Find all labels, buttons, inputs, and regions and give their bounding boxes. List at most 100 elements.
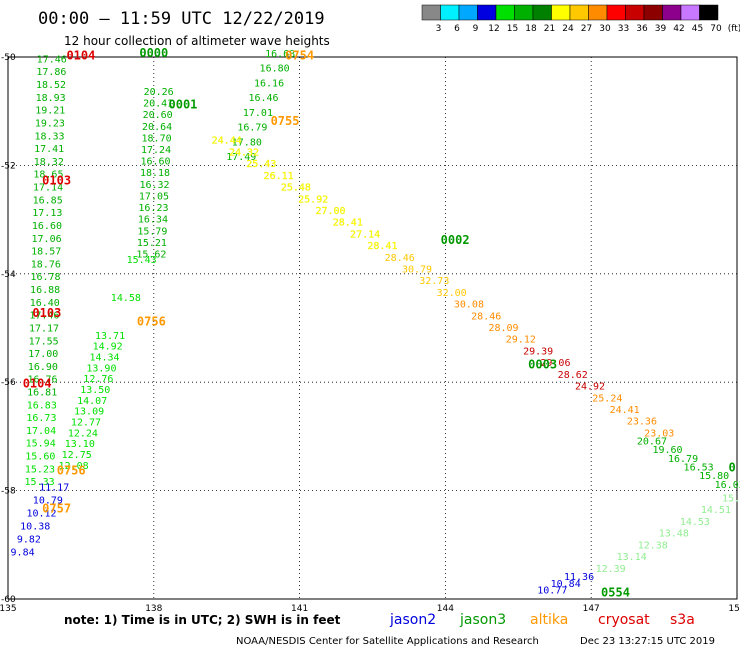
swh-value: 12.39 (596, 564, 626, 575)
swh-value: 16.53 (684, 463, 714, 474)
footer-timestamp: Dec 23 13:27:15 UTC 2019 (580, 636, 715, 647)
legend-label: 45 (692, 24, 703, 34)
swh-value: 17.46 (29, 311, 59, 322)
plot-border (7, 56, 738, 600)
track-jason3-center: 20.2620.4120.6020.6418.7017.2416.6018.18… (136, 87, 173, 261)
swh-value: 16.79 (237, 123, 267, 134)
swh-value: 18.65 (33, 170, 63, 181)
swh-value: 28.41 (367, 241, 397, 252)
swh-value: 29.39 (523, 346, 553, 357)
track-s3a-upper: 15.43 14.58 13.71 (95, 255, 157, 342)
swh-value: 17.24 (141, 145, 171, 156)
swh-value: 18.70 (142, 133, 172, 144)
color-legend: 3 6 9 12 15 18 21 24 27 30 33 36 39 42 45 70 (ft) (421, 4, 740, 34)
swh-value: 15.79 (137, 226, 167, 237)
legend-label: 9 (473, 24, 479, 34)
swh-value: 9.84 (11, 548, 35, 559)
swh-value: 17.80 (232, 137, 262, 148)
legend-swatch (532, 4, 552, 21)
swh-value: 15.23 (25, 464, 55, 475)
legend-label: 33 (618, 24, 629, 34)
swh-value: 20.26 (144, 87, 174, 98)
units-note: note: 1) Time is in UTC; 2) SWH is in fe… (64, 613, 341, 627)
legend-swatch (643, 4, 663, 21)
swh-value: 12.75 (62, 450, 92, 461)
satellite-s3a: s3a (670, 612, 695, 628)
legend-swatch (421, 4, 441, 21)
map-subtitle: 12 hour collection of altimeter wave hei… (64, 34, 330, 48)
swh-value: 15.62 (136, 250, 166, 261)
swh-value: 14.34 (89, 353, 119, 364)
legend-label: 3 (436, 24, 442, 34)
swh-value: 13.10 (65, 439, 95, 450)
swh-value: 10.38 (20, 522, 50, 533)
swh-value: 17.86 (36, 67, 66, 78)
legend-label: (ft) (728, 24, 740, 34)
swh-value: 27.00 (315, 206, 345, 217)
satellite-altika: altika (530, 612, 568, 628)
swh-value: 19.60 (652, 445, 682, 456)
swh-value: 10.79 (33, 496, 63, 507)
swh-value: 16.78 (30, 272, 60, 283)
legend-label: 24 (562, 24, 574, 34)
swh-value: 20.67 (637, 437, 667, 448)
x-tick-label: 144 (437, 604, 454, 614)
legend-swatch (458, 4, 478, 21)
swh-value: 24.41 (610, 405, 640, 416)
swh-value: 12.24 (68, 428, 98, 439)
swh-value: 13.50 (80, 385, 110, 396)
legend-swatch (662, 4, 682, 21)
swh-value: 17.05 (139, 191, 169, 202)
track-jason2-south: 11.17 10.79 10.12 10.38 9.82 9.84 (11, 483, 70, 559)
legend-label: 70 (710, 24, 722, 34)
legend-swatch (680, 4, 700, 21)
swh-value: 13.71 (95, 331, 125, 342)
swh-value: 18.52 (36, 80, 66, 91)
swh-value: 25.92 (298, 194, 328, 205)
swh-value: 18.18 (140, 168, 170, 179)
swh-value: 16.03 (715, 480, 740, 491)
swh-value: 28.46 (471, 311, 501, 322)
legend-swatch (495, 4, 515, 21)
legend-swatch (551, 4, 571, 21)
swh-value: 12.08 (59, 461, 89, 472)
swh-value: 16.90 (28, 362, 58, 373)
swh-value: 16.34 (138, 215, 168, 226)
y-tick-label: -58 (1, 487, 16, 497)
swh-value: 28.09 (488, 323, 518, 334)
legend-label: 39 (655, 24, 667, 34)
legend-swatch (625, 4, 645, 21)
pass-time-label: 0756 (57, 463, 86, 477)
pass-time-label: 0755 (271, 114, 300, 128)
swh-value: 17.04 (26, 426, 56, 437)
pass-time-label: 0554 (601, 585, 630, 599)
swh-value: 17.49 (226, 152, 256, 163)
legend-label: 6 (454, 24, 460, 34)
swh-value: 25.24 (592, 393, 622, 404)
legend-label: 27 (581, 24, 592, 34)
swh-value: 17.41 (34, 144, 64, 155)
swh-value: 18.33 (34, 131, 64, 142)
legend-label: 36 (636, 24, 648, 34)
track-altika-diagonal: 24.4424.3225.4326.1125.4825.9227.0028.41… (212, 136, 675, 440)
x-tick-label: 135 (0, 604, 17, 614)
satellite-cryosat: cryosat (598, 612, 650, 628)
legend-swatch (606, 4, 626, 21)
footer-credit: NOAA/NESDIS Center for Satellite Applica… (236, 636, 539, 647)
y-tick-label: -52 (1, 161, 16, 171)
x-tick-label: 138 (145, 604, 162, 614)
axis-ticks: 135 138 141 144 147 150 -50 -52 -54 -56 -58 -60 (0, 53, 740, 614)
pass-time-label: 0002 (441, 233, 470, 247)
legend-swatch (699, 4, 719, 21)
pass-time-label: 0001 (169, 97, 198, 111)
x-tick-label: 147 (583, 604, 600, 614)
x-tick-label: 141 (291, 604, 308, 614)
swh-value: 15.33 (25, 477, 55, 488)
swh-value: 17.06 (32, 234, 62, 245)
y-tick-label: -60 (1, 595, 16, 605)
pass-time-label: 0757 (42, 501, 71, 515)
swh-value: 32.00 (437, 288, 467, 299)
swh-value: 24.44 (212, 136, 242, 147)
